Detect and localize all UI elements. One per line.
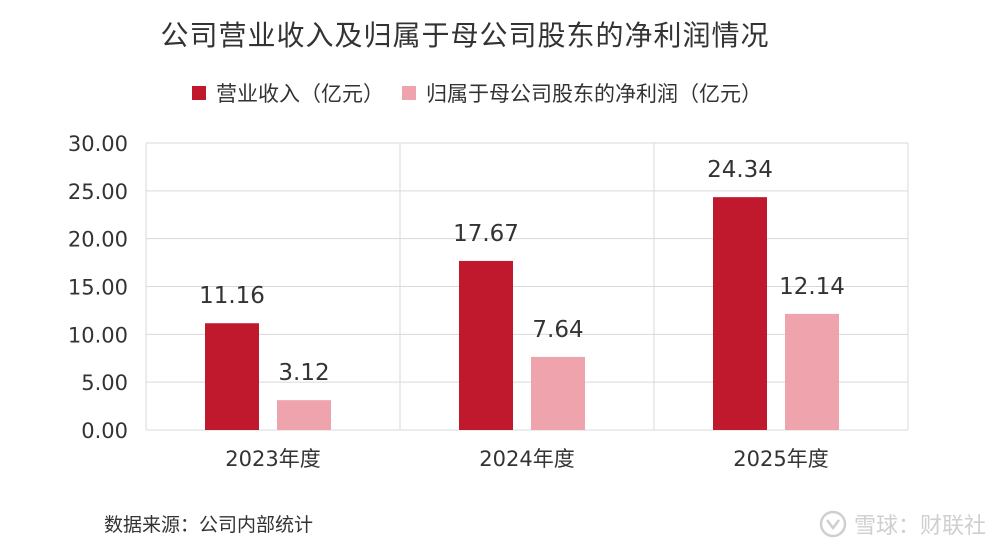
bar-s0-c2: [713, 197, 767, 430]
data-label-s1-c1: 7.64: [532, 317, 583, 343]
legend-label-net-profit: 归属于母公司股东的净利润（亿元）: [426, 82, 762, 106]
data-label-s1-c0: 3.12: [278, 360, 329, 386]
data-label-s0-c2: 24.34: [707, 157, 773, 183]
bar-s0-c1: [459, 260, 513, 430]
legend-item-net-profit: 归属于母公司股东的净利润（亿元）: [402, 78, 762, 108]
data-label-s0-c1: 17.67: [453, 221, 519, 247]
data-label-s0-c0: 11.16: [199, 283, 265, 309]
watermark-text: 雪球：财联社: [853, 514, 986, 539]
y-tick-label-0: 0.00: [81, 419, 128, 443]
legend-swatch-revenue: [192, 86, 206, 100]
source-note: 数据来源：公司内部统计: [104, 514, 314, 536]
snowball-logo-icon: [819, 510, 847, 538]
legend-label-revenue: 营业收入（亿元）: [216, 82, 384, 106]
x-tick-label-2: 2025年度: [733, 447, 828, 471]
data-label-s1-c2: 12.14: [779, 274, 845, 300]
x-tick-label-1: 2024年度: [479, 447, 574, 471]
y-tick-label-3: 15.00: [68, 276, 128, 300]
legend-swatch-net-profit: [402, 86, 416, 100]
y-tick-label-6: 30.00: [68, 132, 128, 156]
chart-title: 公司营业收入及归属于母公司股东的净利润情况: [160, 19, 770, 52]
chart-legend: 营业收入（亿元） 归属于母公司股东的净利润（亿元）: [192, 78, 780, 108]
y-tick-label-4: 20.00: [68, 228, 128, 252]
watermark: 雪球：财联社: [818, 508, 986, 540]
y-tick-label-1: 5.00: [81, 371, 128, 395]
y-tick-label-5: 25.00: [68, 180, 128, 204]
bar-s1-c0: [277, 400, 331, 430]
x-tick-label-0: 2023年度: [225, 447, 320, 471]
y-tick-label-2: 10.00: [68, 323, 128, 347]
bar-s1-c1: [531, 356, 585, 430]
bar-s0-c0: [205, 323, 259, 430]
bar-s1-c2: [785, 313, 839, 430]
legend-item-revenue: 营业收入（亿元）: [192, 78, 384, 108]
